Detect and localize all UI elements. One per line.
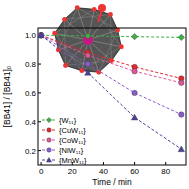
edge bbox=[65, 15, 111, 20]
y-tick-label: 0.6 bbox=[25, 89, 37, 98]
x-tick bbox=[165, 162, 166, 165]
edge bbox=[88, 40, 121, 47]
x-tick bbox=[103, 162, 104, 165]
marker bbox=[47, 138, 51, 142]
series-line bbox=[41, 35, 181, 37]
x-tick bbox=[134, 162, 135, 165]
atom bbox=[98, 4, 106, 12]
marker bbox=[178, 146, 184, 152]
edge bbox=[64, 19, 66, 65]
y-tick-label: 0.8 bbox=[25, 60, 37, 69]
atom bbox=[63, 63, 68, 68]
legend-label: {MnW₁₁} bbox=[59, 156, 87, 165]
plot-frame bbox=[38, 28, 186, 165]
x-tick-label: 80 bbox=[161, 167, 170, 176]
edge bbox=[82, 47, 122, 71]
atom bbox=[108, 12, 113, 17]
atom bbox=[75, 5, 80, 10]
marker bbox=[131, 33, 137, 39]
marker bbox=[46, 117, 51, 122]
marker bbox=[47, 148, 51, 152]
marker bbox=[38, 32, 43, 37]
x-tick-label: 40 bbox=[99, 167, 108, 176]
legend-label: {W₁₁} bbox=[59, 116, 77, 125]
series-line bbox=[41, 35, 181, 78]
y-axis-label: [BB41] / [BB41]₀ bbox=[2, 65, 12, 127]
marker bbox=[132, 69, 137, 74]
atom bbox=[119, 44, 124, 49]
atom bbox=[92, 7, 97, 12]
y-tick bbox=[38, 121, 41, 122]
polyhedron bbox=[55, 8, 122, 72]
atom bbox=[79, 68, 84, 73]
y-tick-label: 0.2 bbox=[25, 147, 37, 156]
marker bbox=[46, 157, 51, 162]
series-line bbox=[41, 35, 181, 83]
marker bbox=[85, 53, 90, 58]
legend: {W₁₁}{CuW₁₁}{CoW₁₁}{NiW₁₁}{MnW₁₁} bbox=[42, 116, 87, 165]
edge bbox=[110, 15, 112, 61]
marker bbox=[178, 34, 184, 40]
edge bbox=[58, 50, 98, 72]
marker bbox=[131, 114, 137, 120]
legend-label: {CuW₁₁} bbox=[59, 126, 86, 135]
x-tick-label: 20 bbox=[68, 167, 77, 176]
y-tick bbox=[38, 64, 41, 65]
x-tick bbox=[41, 162, 42, 165]
marker bbox=[85, 33, 91, 39]
marker bbox=[179, 80, 184, 85]
marker bbox=[132, 90, 137, 95]
data-group bbox=[38, 32, 185, 152]
edge bbox=[77, 8, 117, 30]
legend-label: {NiW₁₁} bbox=[59, 146, 84, 155]
marker bbox=[38, 32, 43, 37]
y-tick-label: 0.4 bbox=[25, 118, 37, 127]
x-axis-label: Time / min bbox=[92, 177, 132, 187]
legend-label: {CoW₁₁} bbox=[59, 136, 86, 145]
series-line bbox=[41, 35, 181, 149]
marker bbox=[85, 70, 91, 76]
edge bbox=[55, 9, 95, 33]
x-tick-label: 60 bbox=[130, 167, 139, 176]
y-tick bbox=[38, 92, 41, 93]
marker bbox=[179, 112, 184, 117]
x-tick-label: 0 bbox=[39, 167, 44, 176]
marker bbox=[47, 128, 51, 132]
marker bbox=[38, 32, 44, 38]
marker bbox=[85, 61, 90, 66]
y-tick bbox=[38, 150, 41, 151]
marker bbox=[38, 32, 44, 38]
atom bbox=[62, 17, 67, 22]
edge bbox=[55, 33, 88, 40]
y-tick-label: 1.0 bbox=[25, 31, 37, 40]
marker bbox=[38, 32, 43, 37]
series-line bbox=[41, 35, 181, 114]
